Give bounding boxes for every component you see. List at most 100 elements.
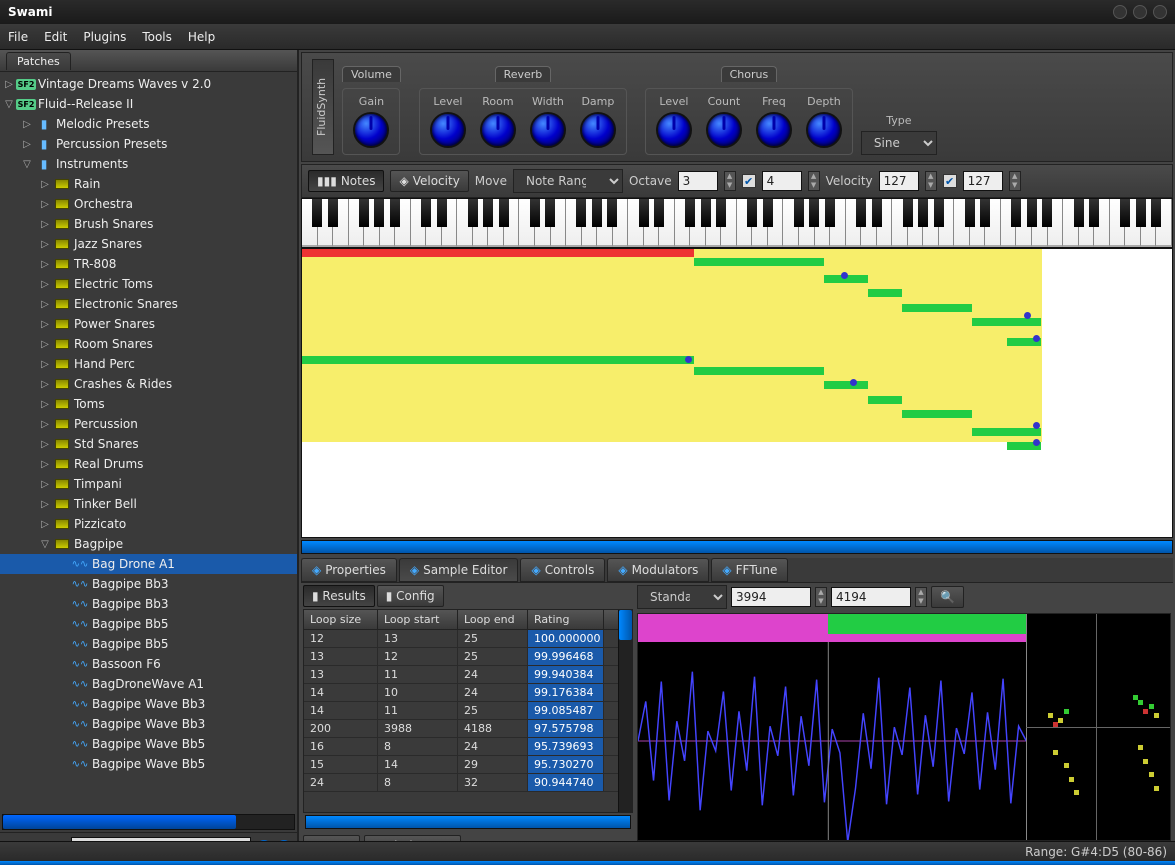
subtab-config[interactable]: ▮ Config	[377, 585, 444, 607]
tree-item[interactable]: ▽Bagpipe	[0, 534, 297, 554]
tree-item[interactable]: ▷▮Percussion Presets	[0, 134, 297, 154]
notes-button[interactable]: ▮▮▮ Notes	[308, 170, 384, 192]
tree-item[interactable]: ▷Toms	[0, 394, 297, 414]
menu-file[interactable]: File	[8, 30, 28, 44]
range-bar[interactable]	[694, 367, 825, 375]
range-bar[interactable]	[972, 318, 1042, 326]
range-bar[interactable]	[902, 410, 972, 418]
knob-level[interactable]	[430, 112, 466, 148]
range-handle[interactable]	[685, 356, 692, 363]
tree-item[interactable]: ▷▮Melodic Presets	[0, 114, 297, 134]
range-handle[interactable]	[1033, 422, 1040, 429]
tree-item[interactable]: ∿∿Bagpipe Wave Bb5	[0, 734, 297, 754]
tree-item[interactable]: ∿∿Bagpipe Wave Bb3	[0, 694, 297, 714]
vel2-spinner[interactable]: ▲▼	[1009, 171, 1021, 191]
tree-item[interactable]: ▽▮Instruments	[0, 154, 297, 174]
tree-item[interactable]: ▷TR-808	[0, 254, 297, 274]
menu-plugins[interactable]: Plugins	[83, 30, 126, 44]
tree-item[interactable]: ▷Crashes & Rides	[0, 374, 297, 394]
move-select[interactable]: Note Ranges	[513, 169, 623, 193]
tree-item[interactable]: ▷Electronic Snares	[0, 294, 297, 314]
close-button[interactable]	[1153, 5, 1167, 19]
octave1-spinner[interactable]: ▲▼	[724, 171, 736, 191]
tree-item[interactable]: ▷Percussion	[0, 414, 297, 434]
tree-item[interactable]: ∿∿Bagpipe Wave Bb5	[0, 754, 297, 774]
wave-display[interactable]	[637, 613, 1171, 841]
type-select[interactable]: Sine	[861, 131, 937, 155]
tree-item[interactable]: ∿∿Bag Drone A1	[0, 554, 297, 574]
tree-item[interactable]: ▷Std Snares	[0, 434, 297, 454]
knob-count[interactable]	[706, 112, 742, 148]
loop-table-row[interactable]: 1682495.739693	[304, 738, 618, 756]
wave-end-spin[interactable]: ▲▼	[915, 587, 927, 607]
tree-item[interactable]: ▷Rain	[0, 174, 297, 194]
knob-depth[interactable]	[806, 112, 842, 148]
octave2-input[interactable]	[762, 171, 802, 191]
tab-patches[interactable]: Patches	[6, 52, 71, 70]
range-bar[interactable]	[302, 249, 694, 257]
tree-item[interactable]: ▷Hand Perc	[0, 354, 297, 374]
loop-vscroll[interactable]	[618, 610, 632, 812]
knob-room[interactable]	[480, 112, 516, 148]
tree-item[interactable]: ▷Tinker Bell	[0, 494, 297, 514]
tree-item[interactable]: ▷Power Snares	[0, 314, 297, 334]
loop-table-row[interactable]: 2003988418897.575798	[304, 720, 618, 738]
tree[interactable]: ▷SF2Vintage Dreams Waves v 2.0▽SF2Fluid-…	[0, 72, 297, 812]
tree-item[interactable]: ∿∿Bagpipe Bb3	[0, 594, 297, 614]
menu-help[interactable]: Help	[188, 30, 215, 44]
octave-check[interactable]: ✔	[742, 174, 756, 188]
tab-modulators[interactable]: ◈ Modulators	[607, 558, 709, 582]
knob-damp[interactable]	[580, 112, 616, 148]
tree-hscroll[interactable]	[2, 814, 295, 830]
vel1-input[interactable]	[879, 171, 919, 191]
wave-mode-select[interactable]: Standard	[637, 585, 727, 609]
knob-freq[interactable]	[756, 112, 792, 148]
zoom-button[interactable]: 🔍	[931, 586, 964, 608]
tree-item[interactable]: ▷Electric Toms	[0, 274, 297, 294]
piano-keyboard[interactable]	[301, 198, 1173, 248]
tree-item[interactable]: ▽SF2Fluid--Release II	[0, 94, 297, 114]
knob-level[interactable]	[656, 112, 692, 148]
wave-start-input[interactable]	[731, 587, 811, 607]
maximize-button[interactable]	[1133, 5, 1147, 19]
range-bar[interactable]	[868, 289, 903, 297]
tab-sample-editor[interactable]: ◈ Sample Editor	[399, 558, 519, 582]
loop-table-row[interactable]: 14102499.176384	[304, 684, 618, 702]
tree-item[interactable]: ▷Brush Snares	[0, 214, 297, 234]
range-bar[interactable]	[694, 258, 825, 266]
tree-item[interactable]: ▷Orchestra	[0, 194, 297, 214]
vel-check[interactable]: ✔	[943, 174, 957, 188]
range-handle[interactable]	[1033, 439, 1040, 446]
octave2-spinner[interactable]: ▲▼	[808, 171, 820, 191]
tab-controls[interactable]: ◈ Controls	[520, 558, 605, 582]
knob-width[interactable]	[530, 112, 566, 148]
tree-item[interactable]: ∿∿Bagpipe Bb3	[0, 574, 297, 594]
tree-item[interactable]: ∿∿BagDroneWave A1	[0, 674, 297, 694]
tree-item[interactable]: ▷Timpani	[0, 474, 297, 494]
loop-table-row[interactable]: 13122599.996468	[304, 648, 618, 666]
range-hscroll[interactable]	[301, 540, 1173, 554]
range-bar[interactable]	[302, 356, 694, 364]
range-bar[interactable]	[868, 396, 903, 404]
range-editor[interactable]	[301, 248, 1173, 538]
menu-edit[interactable]: Edit	[44, 30, 67, 44]
loop-table[interactable]: Loop sizeLoop startLoop endRating1213251…	[303, 609, 633, 813]
tree-item[interactable]: ∿∿Bagpipe Wave Bb3	[0, 714, 297, 734]
loop-table-row[interactable]: 14112599.085487	[304, 702, 618, 720]
wave-end-input[interactable]	[831, 587, 911, 607]
subtab-results[interactable]: ▮ Results	[303, 585, 375, 607]
loop-hscroll[interactable]	[305, 815, 631, 829]
range-bar[interactable]	[902, 304, 972, 312]
tree-item[interactable]: ∿∿Bassoon F6	[0, 654, 297, 674]
vel1-spinner[interactable]: ▲▼	[925, 171, 937, 191]
wave-start-spin[interactable]: ▲▼	[815, 587, 827, 607]
tree-item[interactable]: ▷Pizzicato	[0, 514, 297, 534]
tab-properties[interactable]: ◈ Properties	[301, 558, 397, 582]
tree-item[interactable]: ▷SF2Vintage Dreams Waves v 2.0	[0, 74, 297, 94]
velocity-button[interactable]: ◈ Velocity	[390, 170, 468, 192]
menu-tools[interactable]: Tools	[142, 30, 172, 44]
tab-fftune[interactable]: ◈ FFTune	[711, 558, 788, 582]
octave1-input[interactable]	[678, 171, 718, 191]
tree-item[interactable]: ▷Real Drums	[0, 454, 297, 474]
vel2-input[interactable]	[963, 171, 1003, 191]
